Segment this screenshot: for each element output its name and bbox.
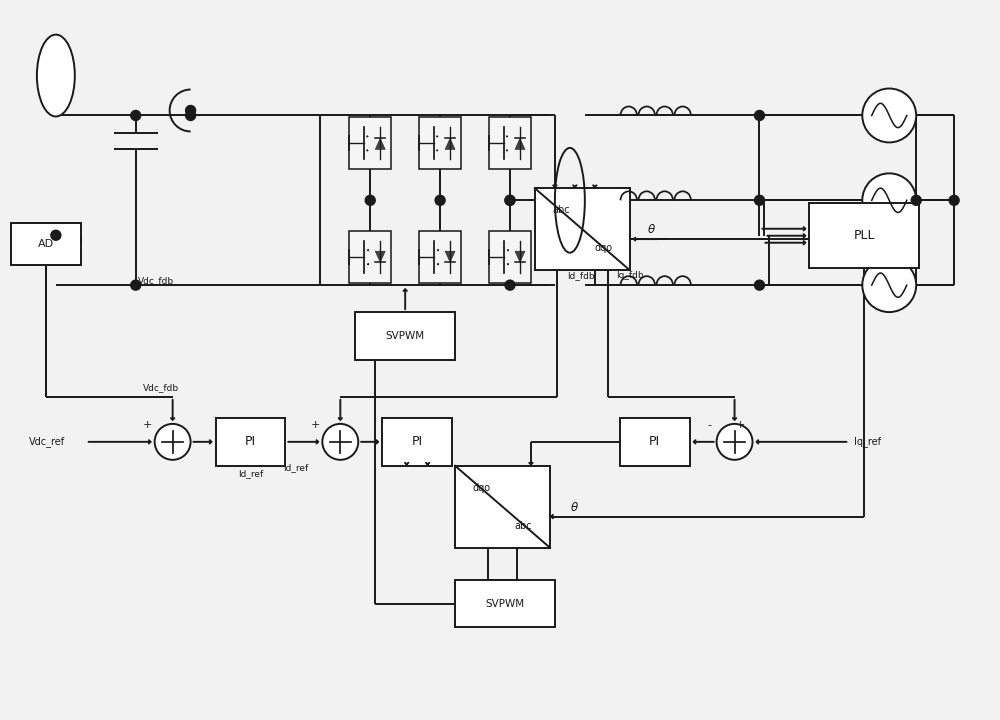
Text: -: - bbox=[344, 420, 348, 430]
Bar bbox=[620, 418, 690, 466]
Bar bbox=[349, 231, 391, 283]
Text: Id_ref: Id_ref bbox=[283, 463, 308, 472]
Text: +: + bbox=[736, 420, 745, 430]
Text: SVPWM: SVPWM bbox=[386, 331, 425, 341]
Text: Iq_ref: Iq_ref bbox=[854, 436, 881, 447]
Bar bbox=[535, 189, 630, 270]
Bar bbox=[455, 466, 550, 548]
Circle shape bbox=[862, 89, 916, 143]
Text: PLL: PLL bbox=[854, 229, 875, 242]
Circle shape bbox=[322, 424, 358, 460]
Text: AD: AD bbox=[38, 239, 54, 249]
Bar bbox=[419, 117, 461, 169]
Polygon shape bbox=[375, 138, 385, 150]
Circle shape bbox=[949, 195, 959, 205]
Polygon shape bbox=[375, 251, 385, 262]
Text: SVPWM: SVPWM bbox=[485, 598, 525, 608]
Polygon shape bbox=[515, 251, 525, 262]
Text: Vdc_fdb: Vdc_fdb bbox=[143, 383, 179, 392]
Text: $\theta$: $\theta$ bbox=[570, 500, 579, 513]
Text: Vdc_ref: Vdc_ref bbox=[29, 436, 65, 447]
Circle shape bbox=[131, 280, 141, 290]
Text: +: + bbox=[311, 420, 320, 430]
Text: PI: PI bbox=[412, 436, 423, 449]
Circle shape bbox=[862, 174, 916, 228]
Circle shape bbox=[755, 195, 764, 205]
Bar bbox=[216, 418, 285, 466]
Polygon shape bbox=[445, 251, 455, 262]
Bar bbox=[349, 117, 391, 169]
Circle shape bbox=[717, 424, 753, 460]
Circle shape bbox=[505, 280, 515, 290]
Circle shape bbox=[505, 195, 515, 205]
Circle shape bbox=[186, 110, 196, 120]
Bar bbox=[355, 312, 455, 360]
Text: +: + bbox=[143, 420, 152, 430]
Circle shape bbox=[505, 195, 515, 205]
Circle shape bbox=[155, 424, 191, 460]
Text: abc: abc bbox=[515, 521, 532, 531]
Text: abc: abc bbox=[553, 205, 570, 215]
Text: $\theta$: $\theta$ bbox=[647, 223, 656, 236]
Bar bbox=[489, 231, 531, 283]
Text: Vdc_fdb: Vdc_fdb bbox=[138, 276, 174, 285]
Bar bbox=[455, 580, 555, 628]
Bar bbox=[489, 117, 531, 169]
Text: Iq_fdb: Iq_fdb bbox=[616, 271, 643, 280]
Circle shape bbox=[365, 195, 375, 205]
Circle shape bbox=[131, 110, 141, 120]
Bar bbox=[809, 203, 919, 268]
Text: PI: PI bbox=[245, 436, 256, 449]
Circle shape bbox=[862, 258, 916, 312]
Polygon shape bbox=[515, 138, 525, 150]
Ellipse shape bbox=[37, 35, 75, 117]
Text: dqo: dqo bbox=[473, 483, 491, 493]
Bar bbox=[419, 231, 461, 283]
Polygon shape bbox=[445, 138, 455, 150]
Bar bbox=[11, 223, 81, 265]
Circle shape bbox=[911, 195, 921, 205]
Circle shape bbox=[755, 110, 764, 120]
Text: PI: PI bbox=[649, 436, 660, 449]
Circle shape bbox=[755, 280, 764, 290]
Circle shape bbox=[435, 195, 445, 205]
Text: -: - bbox=[177, 420, 181, 430]
Text: Id_fdb: Id_fdb bbox=[567, 271, 594, 280]
Circle shape bbox=[51, 230, 61, 240]
Text: Id_ref: Id_ref bbox=[238, 469, 263, 478]
Text: dqo: dqo bbox=[594, 243, 612, 253]
Circle shape bbox=[186, 106, 196, 115]
Bar bbox=[382, 418, 452, 466]
Text: -: - bbox=[708, 420, 712, 430]
